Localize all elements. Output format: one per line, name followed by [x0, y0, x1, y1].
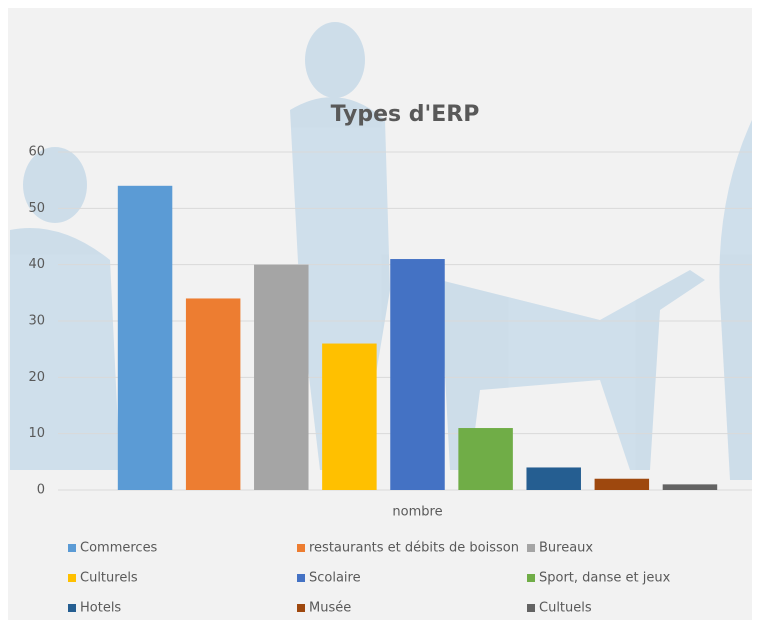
legend-label: Commerces	[80, 541, 158, 556]
y-tick-label: 60	[28, 145, 45, 160]
bar	[254, 264, 309, 490]
legend-swatch	[527, 544, 535, 552]
legend-swatch	[68, 574, 76, 582]
legend-swatch	[68, 604, 76, 612]
bar	[390, 259, 445, 490]
legend-swatch	[527, 604, 535, 612]
legend-label: Sport, danse et jeux	[539, 571, 671, 586]
x-tick-label: nombre	[392, 505, 442, 520]
legend-label: Musée	[309, 601, 351, 616]
y-tick-label: 40	[28, 257, 45, 272]
legend-swatch	[297, 604, 305, 612]
chart-title: Types d'ERP	[331, 102, 480, 127]
bar	[185, 298, 241, 490]
bar	[322, 343, 377, 490]
y-tick-label: 30	[28, 314, 45, 329]
legend-label: restaurants et débits de boisson	[309, 541, 519, 556]
bar	[117, 185, 173, 491]
legend-swatch	[297, 544, 305, 552]
y-tick-label: 50	[28, 201, 45, 216]
y-tick-label: 0	[37, 483, 45, 498]
background-silhouettes	[10, 22, 752, 480]
bar	[458, 428, 513, 490]
bar	[526, 467, 581, 490]
bar	[662, 484, 718, 490]
y-tick-label: 20	[28, 370, 45, 385]
legend-swatch	[68, 544, 76, 552]
legend-swatch	[527, 574, 535, 582]
legend-label: Cultuels	[539, 601, 592, 616]
legend-swatch	[297, 574, 305, 582]
legend-label: Culturels	[80, 571, 138, 586]
legend-label: Bureaux	[539, 541, 593, 556]
legend-label: Scolaire	[309, 571, 361, 586]
legend-label: Hotels	[80, 601, 121, 616]
bar	[594, 478, 650, 490]
y-tick-label: 10	[28, 426, 45, 441]
